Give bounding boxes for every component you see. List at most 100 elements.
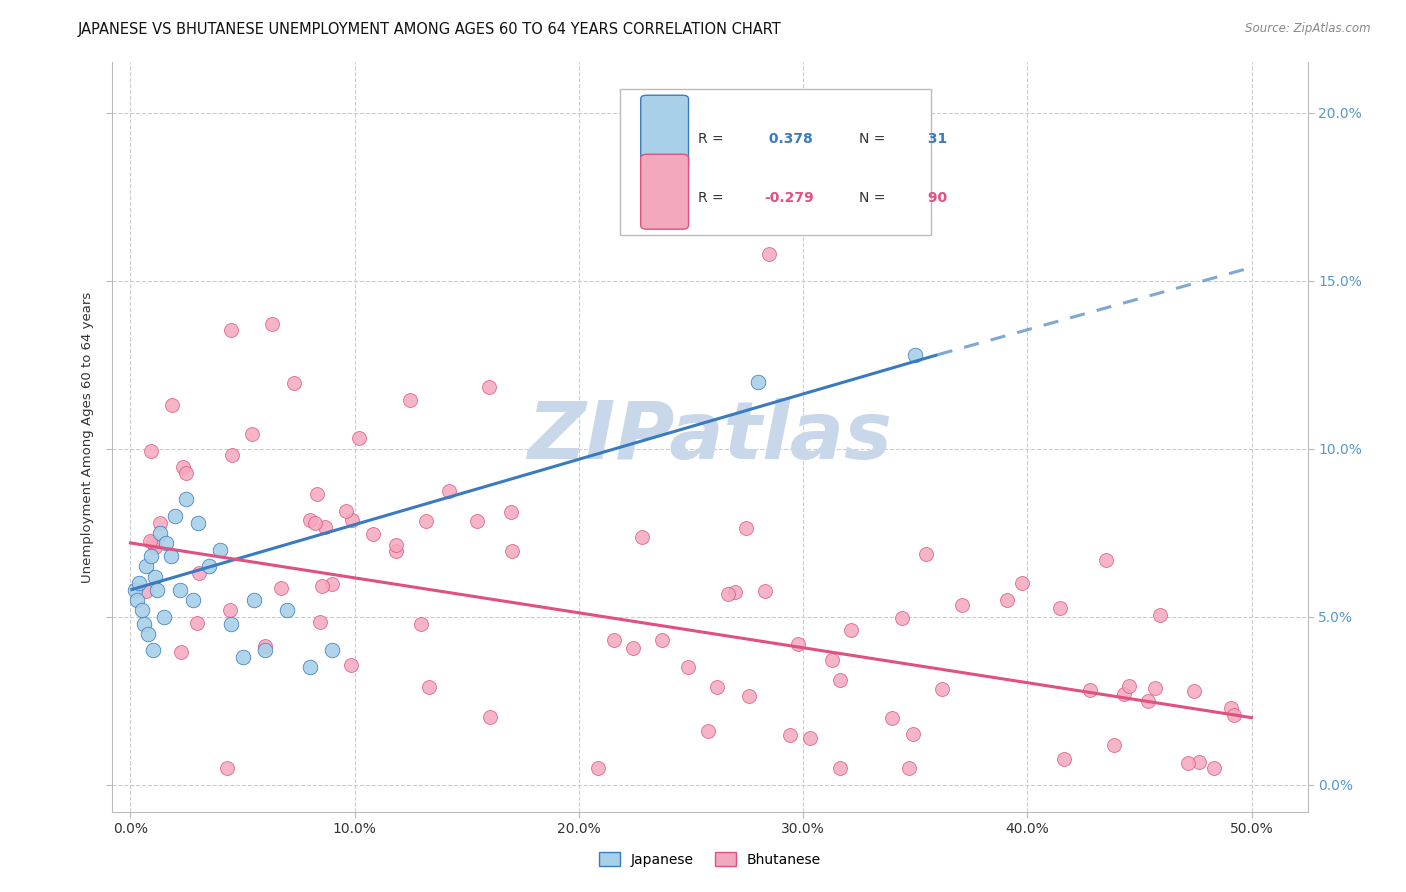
Point <box>321 577 343 591</box>
Text: N =: N = <box>859 192 890 205</box>
Point <box>499 505 522 519</box>
Point <box>1182 683 1205 698</box>
Point <box>1118 679 1140 693</box>
Point <box>385 538 408 552</box>
Point <box>931 681 953 696</box>
Point <box>1136 694 1159 708</box>
Point <box>217 761 239 775</box>
Point <box>586 761 609 775</box>
Point <box>734 521 756 535</box>
Point <box>821 653 844 667</box>
Point <box>915 547 938 561</box>
Point <box>839 623 862 637</box>
Point <box>165 509 187 524</box>
Point <box>253 639 276 653</box>
Legend: Japanese, Bhutanese: Japanese, Bhutanese <box>593 847 827 872</box>
Point <box>1188 755 1211 769</box>
Point <box>437 483 460 498</box>
Point <box>950 599 973 613</box>
Point <box>169 582 191 597</box>
Point <box>799 731 821 745</box>
Point <box>399 393 422 408</box>
Point <box>995 593 1018 607</box>
Point <box>1202 761 1225 775</box>
Point <box>1049 600 1071 615</box>
Text: Source: ZipAtlas.com: Source: ZipAtlas.com <box>1246 22 1371 36</box>
Point <box>1052 752 1074 766</box>
Point <box>159 549 181 564</box>
Point <box>219 323 242 337</box>
Point <box>155 536 177 550</box>
Point <box>283 376 305 390</box>
Point <box>309 615 332 629</box>
Point <box>411 617 433 632</box>
Point <box>465 514 488 528</box>
Point <box>418 680 440 694</box>
Text: R =: R = <box>699 132 728 146</box>
Point <box>339 657 361 672</box>
Point <box>221 616 243 631</box>
Point <box>128 576 150 591</box>
Point <box>276 603 298 617</box>
Point <box>1112 687 1135 701</box>
Point <box>270 581 292 595</box>
Point <box>132 616 155 631</box>
Point <box>904 348 927 362</box>
Point <box>880 711 903 725</box>
Text: 90: 90 <box>922 192 946 205</box>
Point <box>340 513 363 527</box>
Point <box>651 633 673 648</box>
Point <box>131 603 153 617</box>
Point <box>253 643 276 657</box>
Point <box>335 504 357 518</box>
Point <box>754 583 776 598</box>
Point <box>124 582 146 597</box>
Point <box>1177 756 1199 771</box>
FancyBboxPatch shape <box>641 154 689 229</box>
Point <box>1080 683 1102 698</box>
Point <box>1220 701 1243 715</box>
Point <box>631 530 654 544</box>
Point <box>262 317 284 331</box>
Y-axis label: Unemployment Among Ages 60 to 64 years: Unemployment Among Ages 60 to 64 years <box>80 292 94 582</box>
Point <box>298 660 321 674</box>
Point <box>758 247 780 261</box>
Point <box>138 626 160 640</box>
Text: N =: N = <box>859 132 890 146</box>
Text: 0.378: 0.378 <box>763 132 813 146</box>
Point <box>135 583 157 598</box>
Point <box>221 448 243 462</box>
Point <box>298 512 321 526</box>
Point <box>1011 576 1033 591</box>
Point <box>305 486 328 500</box>
Point <box>242 593 264 607</box>
Point <box>172 459 194 474</box>
Point <box>1149 607 1171 622</box>
Point <box>135 559 157 574</box>
Point <box>830 761 852 775</box>
Point <box>747 375 769 389</box>
Point <box>146 582 169 597</box>
FancyBboxPatch shape <box>641 95 689 170</box>
Point <box>501 543 523 558</box>
Point <box>143 569 166 583</box>
Point <box>890 611 912 625</box>
Text: -0.279: -0.279 <box>763 192 814 205</box>
Point <box>478 710 501 724</box>
Point <box>717 587 740 601</box>
Point <box>139 549 162 564</box>
Point <box>1144 681 1167 695</box>
Point <box>186 616 208 631</box>
Point <box>706 680 728 694</box>
Point <box>142 535 165 549</box>
Point <box>384 544 406 558</box>
Point <box>621 640 644 655</box>
Point <box>139 444 162 458</box>
Point <box>143 540 166 554</box>
Point <box>162 398 184 412</box>
Point <box>311 579 333 593</box>
Point <box>142 643 165 657</box>
Point <box>415 514 437 528</box>
Point <box>478 379 501 393</box>
Point <box>724 585 747 599</box>
